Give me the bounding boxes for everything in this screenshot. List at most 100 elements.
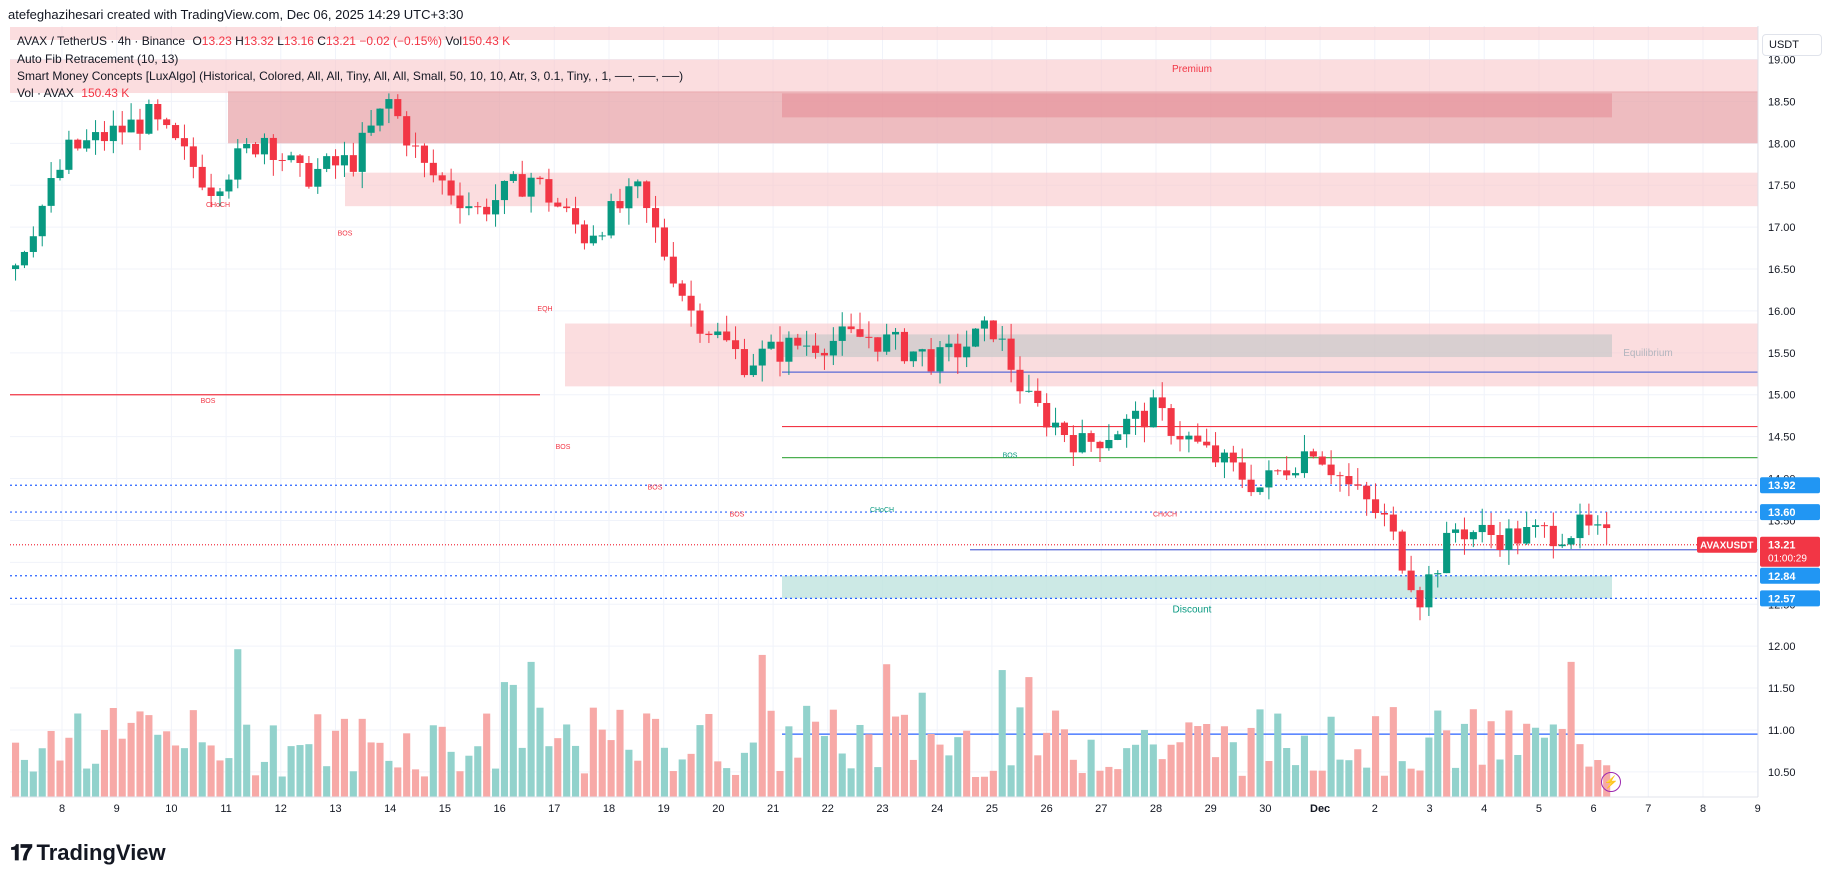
volume-indicator-value: 150.43 K: [81, 86, 130, 100]
x-tick-label: 22: [822, 803, 834, 815]
symbol-legend[interactable]: AVAX / TetherUS · 4h · Binance O13.23 H1…: [17, 34, 510, 48]
candle-body: [1247, 479, 1255, 493]
volume-bar: [403, 733, 411, 797]
volume-bar: [154, 734, 162, 797]
structure-label: BOS: [201, 398, 216, 405]
candle-body: [847, 326, 855, 330]
volume-bar: [945, 755, 953, 797]
volume-bar: [1043, 732, 1051, 797]
volume-bar: [634, 760, 642, 797]
x-tick-label: 28: [1150, 803, 1162, 815]
fib-indicator-legend[interactable]: Auto Fib Retracement (10, 13): [17, 52, 179, 66]
volume-bar: [918, 692, 926, 797]
candle-body: [109, 125, 117, 142]
candle-body: [740, 349, 748, 376]
candle-body: [1407, 570, 1415, 591]
candle-body: [1007, 338, 1015, 370]
candle-body: [145, 103, 153, 134]
candle-body: [1336, 475, 1344, 477]
volume-bar: [963, 730, 971, 797]
candle-body: [1576, 514, 1584, 539]
volume-bar: [829, 709, 837, 797]
y-tick-label: 11.00: [1768, 725, 1795, 737]
volume-bar: [1087, 739, 1095, 797]
candle-body: [874, 337, 882, 352]
volume-bar: [429, 725, 437, 797]
candle-body: [1140, 410, 1148, 428]
candle-body: [705, 333, 713, 336]
candle-body: [349, 155, 357, 172]
candle-body: [669, 256, 677, 284]
volume-bar: [323, 766, 331, 797]
candle-body: [554, 202, 562, 207]
x-tick-label: 3: [1426, 803, 1432, 815]
volume-bar: [723, 768, 731, 797]
volume-bar: [1123, 748, 1131, 797]
structure-label: BOS: [648, 484, 663, 491]
close-label: C: [317, 34, 326, 48]
volume-bar: [1380, 775, 1388, 797]
volume-bar: [589, 707, 597, 797]
candle-body: [100, 132, 108, 142]
candle-body: [589, 235, 597, 244]
credit-line: atefeghazihesari created with TradingVie…: [8, 7, 464, 22]
tradingview-logo[interactable]: 𝟏𝟕 TradingView: [10, 840, 166, 866]
candle-body: [207, 187, 215, 196]
x-tick-label: 10: [165, 803, 177, 815]
candle-body: [420, 145, 428, 163]
volume-bar: [1398, 761, 1406, 797]
volume-bar: [269, 725, 277, 797]
candle-body: [625, 186, 633, 209]
candle-body: [572, 208, 580, 225]
candle-body: [1363, 485, 1371, 500]
volume-bar: [340, 718, 348, 797]
x-tick-label: 20: [712, 803, 724, 815]
volume-bar: [1558, 728, 1566, 797]
candle-body: [225, 179, 233, 192]
candle-body: [1425, 574, 1433, 608]
candle-body: [1025, 390, 1033, 392]
volume-bar: [296, 745, 304, 797]
bearish-order-block-inner: [782, 93, 1612, 118]
volume-bar: [660, 747, 668, 797]
symbol-tag: [1697, 536, 1757, 553]
smc-indicator-legend[interactable]: Smart Money Concepts [LuxAlgo] (Historic…: [17, 69, 684, 83]
volume-bar: [1220, 726, 1228, 797]
volume-bar: [1247, 727, 1255, 797]
volume-bar: [1034, 755, 1042, 797]
volume-bar: [163, 731, 171, 797]
volume-bar: [127, 722, 135, 797]
premium-label: Premium: [1172, 64, 1212, 75]
volume-bar: [1069, 759, 1077, 797]
x-tick-label: 12: [275, 803, 287, 815]
candle-body: [38, 205, 46, 237]
currency-button[interactable]: USDT: [1762, 34, 1822, 56]
volume-indicator-legend[interactable]: Vol · AVAX 150.43 K: [17, 86, 129, 100]
candle-body: [456, 195, 464, 209]
candle-body: [723, 331, 731, 341]
volume-bar: [545, 746, 553, 797]
candle-body: [429, 162, 437, 176]
x-tick-label: 18: [603, 803, 615, 815]
volume-bar: [1158, 759, 1166, 797]
candle-body: [998, 338, 1006, 340]
volume-bar: [820, 736, 828, 797]
symbol-name[interactable]: AVAX / TetherUS · 4h · Binance: [17, 34, 186, 48]
candle-body: [732, 340, 740, 350]
flash-icon[interactable]: ⚡: [1601, 772, 1621, 792]
price-tag-label: 12.84: [1768, 571, 1796, 583]
candle-body: [714, 331, 722, 336]
volume-bar: [1256, 709, 1264, 797]
price-tag: [1760, 477, 1820, 494]
volume-bar: [1052, 710, 1060, 797]
candle-body: [1345, 476, 1353, 485]
candle-body: [314, 168, 322, 187]
candle-body: [536, 177, 544, 180]
candle-body: [260, 137, 268, 155]
volume-bar: [1425, 737, 1433, 797]
volume-bar: [865, 734, 873, 797]
candle-body: [660, 227, 668, 257]
volume-bar: [1114, 769, 1122, 797]
